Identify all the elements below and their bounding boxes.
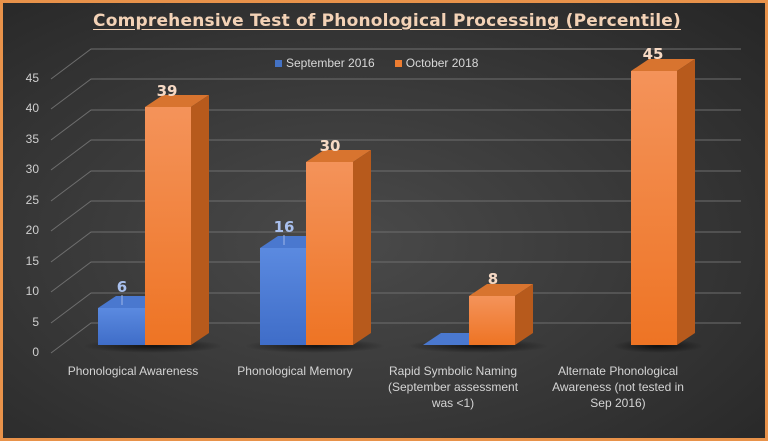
y-tick: 15 <box>25 254 39 268</box>
y-tick: 10 <box>25 284 39 298</box>
legend-label: October 2018 <box>405 56 479 70</box>
bar-oct2018-pm <box>306 150 371 345</box>
bar-group-rapid-symbolic-naming <box>408 284 548 353</box>
value-label-sep2016-pa: 6 <box>116 278 128 296</box>
legend-swatch-orange-icon <box>394 59 402 67</box>
x-label-phonological-memory: Phonological Memory <box>237 364 353 378</box>
y-tick: 20 <box>25 223 39 237</box>
y-tick: 25 <box>25 193 39 207</box>
bar-group-phonological-memory <box>245 150 385 353</box>
y-tick: 30 <box>25 162 39 176</box>
value-label-oct2018-pa: 39 <box>156 82 178 100</box>
value-label-sep2016-pm: 16 <box>273 218 295 236</box>
legend-label: September 2016 <box>286 56 375 70</box>
bar-oct2018-rsn <box>469 284 533 345</box>
value-label-oct2018-apa: 45 <box>642 45 664 63</box>
x-label-alternate-phonological-awareness: Alternate Phonological Awareness (not te… <box>552 364 684 410</box>
bar-group-phonological-awareness <box>83 95 223 353</box>
bar-oct2018-apa <box>631 59 695 345</box>
legend-swatch-blue-icon <box>275 59 282 67</box>
x-label-phonological-awareness: Phonological Awareness <box>67 364 199 378</box>
y-tick: 0 <box>32 345 39 359</box>
gridlines <box>50 48 741 354</box>
bar-oct2018-pa <box>145 95 209 345</box>
value-label-oct2018-rsn: 8 <box>487 270 499 288</box>
bar-sep2016-pm <box>260 236 324 345</box>
y-tick: 5 <box>32 315 39 329</box>
legend-item-october-2018[interactable]: October 2018 <box>394 56 479 70</box>
x-label-rapid-symbolic-naming: Rapid Symbolic Naming (September assessm… <box>387 364 519 410</box>
chart-title: Comprehensive Test of Phonological Proce… <box>93 11 681 31</box>
bar-group-alternate-phonological-awareness <box>613 59 703 353</box>
chart-legend: September 2016 October 2018 <box>275 56 478 70</box>
y-tick: 45 <box>25 71 39 85</box>
value-label-oct2018-pm: 30 <box>319 137 341 155</box>
legend-item-september-2016[interactable]: September 2016 <box>275 56 375 70</box>
y-tick: 40 <box>25 101 39 115</box>
chart-plot-area <box>50 48 741 354</box>
y-tick: 35 <box>25 132 39 146</box>
